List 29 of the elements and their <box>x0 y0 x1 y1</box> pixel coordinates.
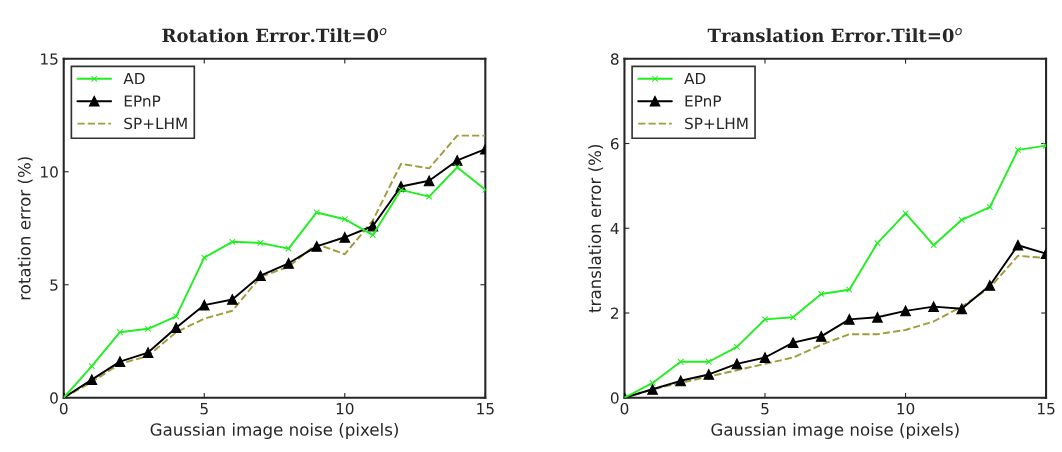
y-tick-label: 0 <box>610 392 619 404</box>
legend-label: EPnP <box>124 95 161 107</box>
x-tick-label: 10 <box>897 402 915 415</box>
x-tick-label: 15 <box>1038 403 1055 415</box>
y-tick-label: 10 <box>41 166 58 178</box>
y-axis-title: rotation error (%) <box>17 157 33 300</box>
y-axis-title: translation error (%) <box>588 144 604 313</box>
y-tick-label: 6 <box>610 137 619 150</box>
x-tick-label: 0 <box>620 402 629 415</box>
legend-label: AD <box>684 72 706 85</box>
y-tick-label: 2 <box>611 307 619 319</box>
x-tick-label: 5 <box>761 403 769 415</box>
chart-title: Rotation Error.Tilt=0$^{o}$ <box>162 28 387 43</box>
legend-label: SP+LHM <box>685 117 748 130</box>
x-axis-title: Gaussian image noise (pixels) <box>711 422 959 440</box>
legend-label: SP+LHM <box>124 117 187 130</box>
chart-title: Translation Error.Tilt=0$^{o}$ <box>707 28 962 43</box>
legend-label: AD <box>123 72 145 85</box>
legend-label: EPnP <box>685 95 722 107</box>
y-tick-label: 8 <box>610 53 619 65</box>
x-axis-title: Gaussian image noise (pixels) <box>150 422 398 440</box>
y-tick-label: 0 <box>50 392 58 404</box>
x-tick-label: 5 <box>200 403 208 415</box>
y-tick-label: 5 <box>50 279 58 291</box>
y-tick-label: 15 <box>41 53 58 65</box>
x-tick-label: 15 <box>477 403 494 415</box>
x-tick-label: 0 <box>59 402 68 415</box>
y-tick-label: 4 <box>610 222 619 235</box>
x-tick-label: 10 <box>336 402 354 415</box>
